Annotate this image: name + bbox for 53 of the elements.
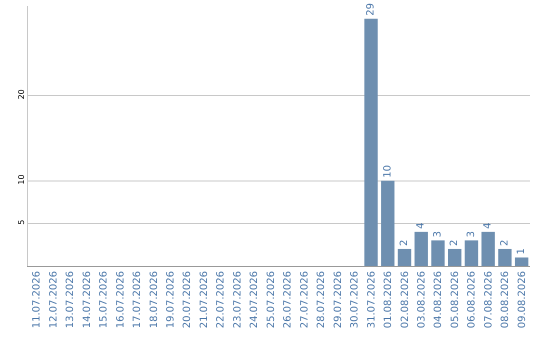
x-tick-label: 11.07.2026 <box>32 271 43 328</box>
data-label: 2 <box>499 240 510 246</box>
x-tick-label: 18.07.2026 <box>148 271 160 328</box>
data-label: 1 <box>516 248 528 254</box>
data-label: 29 <box>366 3 377 16</box>
x-tick-label: 23.07.2026 <box>232 271 244 328</box>
x-tick-label: 03.08.2026 <box>416 271 428 328</box>
x-tick-label: 27.07.2026 <box>299 271 310 328</box>
data-label: 3 <box>432 231 444 238</box>
x-tick-label: 22.07.2026 <box>216 271 227 328</box>
x-tick-label: 01.08.2026 <box>383 271 394 328</box>
bar <box>414 232 428 266</box>
x-tick-label: 16.07.2026 <box>115 271 126 328</box>
x-tick-label: 09.08.2026 <box>516 271 528 328</box>
x-tick-label: 19.07.2026 <box>165 271 176 328</box>
x-tick-label: 12.07.2026 <box>48 271 60 328</box>
x-tick-label: 30.07.2026 <box>350 271 361 328</box>
data-label: 4 <box>416 222 427 229</box>
bar <box>481 232 495 266</box>
bar <box>448 248 462 266</box>
y-tick-label: 5 <box>16 220 26 225</box>
bar <box>431 240 445 266</box>
x-tick-label: 21.07.2026 <box>198 271 210 328</box>
x-tick-label: 06.08.2026 <box>466 271 478 328</box>
x-tick-label: 04.08.2026 <box>433 271 444 328</box>
x-tick-label: 05.08.2026 <box>450 271 461 328</box>
data-label: 2 <box>449 240 460 246</box>
x-tick-label: 02.08.2026 <box>400 271 411 328</box>
bar <box>514 257 528 266</box>
x-tick-label: 26.07.2026 <box>282 271 294 328</box>
bar <box>498 248 512 266</box>
x-tick-label: 15.07.2026 <box>98 271 110 328</box>
x-tick-label: 31.07.2026 <box>366 271 378 328</box>
bar <box>398 248 412 266</box>
data-label: 2 <box>399 240 410 246</box>
x-tick-label: 29.07.2026 <box>332 271 344 328</box>
x-tick-label: 20.07.2026 <box>182 271 194 328</box>
x-tick-label: 14.07.2026 <box>82 271 93 328</box>
x-tick-label: 28.07.2026 <box>316 271 328 328</box>
data-label: 10 <box>382 165 394 178</box>
x-tick-label: 24.07.2026 <box>249 271 260 328</box>
x-tick-label: 07.08.2026 <box>483 271 494 328</box>
bar <box>464 240 478 266</box>
data-label: 3 <box>466 231 477 238</box>
bar <box>364 18 378 266</box>
x-tick-label: 08.08.2026 <box>500 271 512 328</box>
bar <box>381 180 394 266</box>
y-tick-label: 20 <box>16 89 26 100</box>
x-tick-label: 25.07.2026 <box>266 271 277 328</box>
x-tick-label: 17.07.2026 <box>132 271 144 328</box>
x-tick-label: 13.07.2026 <box>65 271 76 328</box>
data-label: 4 <box>482 222 494 229</box>
y-tick-label: 10 <box>16 174 26 185</box>
